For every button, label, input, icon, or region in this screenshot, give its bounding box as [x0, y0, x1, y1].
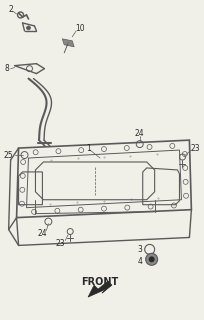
Text: 23: 23 [55, 239, 65, 248]
Circle shape [148, 256, 154, 262]
Circle shape [145, 253, 157, 265]
Text: 24: 24 [134, 129, 144, 138]
Text: 23: 23 [190, 144, 199, 153]
Text: FRONT: FRONT [81, 277, 118, 287]
Text: 4: 4 [137, 257, 142, 266]
Text: 3: 3 [137, 245, 142, 254]
Text: 8: 8 [4, 64, 9, 73]
Text: 1: 1 [85, 144, 90, 153]
Polygon shape [88, 281, 111, 297]
Text: 10: 10 [75, 24, 84, 33]
Circle shape [26, 26, 30, 30]
Text: 2: 2 [8, 4, 13, 13]
Text: 24: 24 [37, 229, 47, 238]
Text: 25: 25 [4, 150, 13, 160]
Polygon shape [62, 39, 74, 47]
